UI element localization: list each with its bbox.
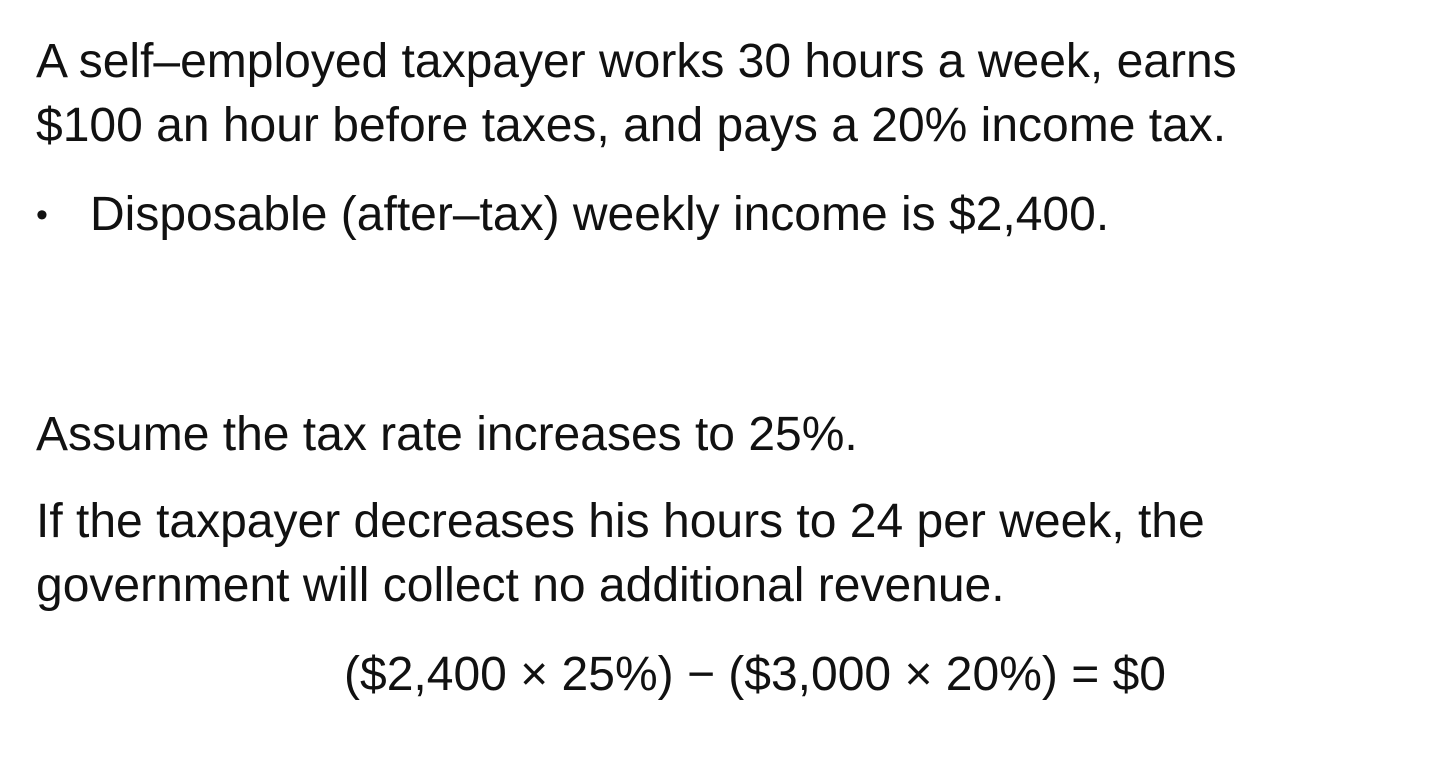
equation: ($2,400 × 25%) − ($3,000 × 20%) = $0 xyxy=(344,648,1166,701)
intro-line-1: A self–employed taxpayer works 30 hours … xyxy=(36,35,1237,88)
assumption-text: Assume the tax rate increases to 25%. xyxy=(36,408,858,461)
intro-paragraph: A self–employed taxpayer works 30 hours … xyxy=(36,30,1416,158)
conclusion-paragraph: If the taxpayer decreases his hours to 2… xyxy=(36,490,1416,618)
bullet-item: • Disposable (after–tax) weekly income is… xyxy=(36,183,1109,247)
intro-line-2: $100 an hour before taxes, and pays a 20… xyxy=(36,99,1227,152)
bullet-icon: • xyxy=(36,196,48,234)
bullet-text: Disposable (after–tax) weekly income is … xyxy=(90,188,1110,241)
conclusion-line-2: government will collect no additional re… xyxy=(36,559,1005,612)
conclusion-line-1: If the taxpayer decreases his hours to 2… xyxy=(36,495,1205,548)
